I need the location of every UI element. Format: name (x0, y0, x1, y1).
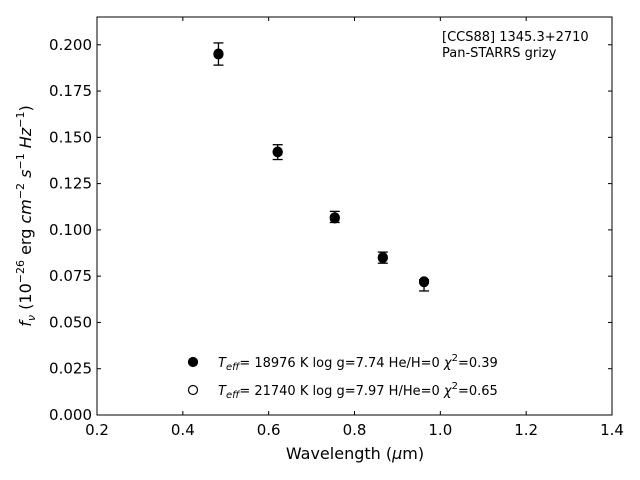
model-point-open (418, 276, 430, 287)
legend: Teff= 18976 K log g=7.74 He/H=0 χ2=0.39 T… (187, 353, 498, 401)
annotation-object-name: [CCS88] 1345.3+2710 (442, 30, 589, 45)
legend-marker (187, 356, 199, 368)
y-tick-label: 0.075 (49, 267, 92, 285)
legend-entry-text: Teff= 21740 K log g=7.97 H/He=0 χ2=0.65 (218, 381, 498, 401)
y-tick-label: 0.000 (49, 406, 92, 424)
y-tick-label: 0.200 (49, 36, 92, 54)
y-axis-title: fν (10−26 erg cm−2 s−1 Hz−1) (14, 105, 38, 326)
legend-entry-text: Teff= 18976 K log g=7.74 He/H=0 χ2=0.39 (218, 353, 498, 373)
x-axis-title: Wavelength (μm) (286, 444, 424, 463)
x-tick-label: 0.8 (343, 421, 367, 439)
y-tick-label: 0.050 (49, 313, 92, 331)
x-tick-label: 1.0 (428, 421, 452, 439)
y-tick-label: 0.175 (49, 82, 92, 100)
model-point-open (272, 146, 283, 157)
plot-frame (96, 16, 613, 416)
model-point-open (377, 252, 388, 263)
y-tick-label: 0.150 (49, 128, 92, 146)
x-tick-label: 0.4 (171, 421, 195, 439)
x-tick-label: 0.6 (257, 421, 281, 439)
annotation-survey: Pan-STARRS grizy (442, 46, 557, 61)
x-tick-label: 1.2 (514, 421, 538, 439)
y-tick-label: 0.125 (49, 175, 92, 193)
data-points (213, 48, 430, 288)
model-point-open (329, 212, 340, 223)
x-tick-label: 1.4 (600, 421, 624, 439)
y-tick-label: 0.025 (49, 360, 92, 378)
error-bars (213, 42, 430, 292)
axis-ticks: 0.2 0.4 0.6 0.8 1.0 1.2 1.4 0.000 0.025 0.050 0.07… (49, 17, 624, 439)
x-tick-label: 0.2 (85, 421, 109, 439)
legend-marker (187, 384, 199, 396)
model-point-open (213, 48, 224, 59)
y-tick-label: 0.100 (49, 221, 92, 239)
